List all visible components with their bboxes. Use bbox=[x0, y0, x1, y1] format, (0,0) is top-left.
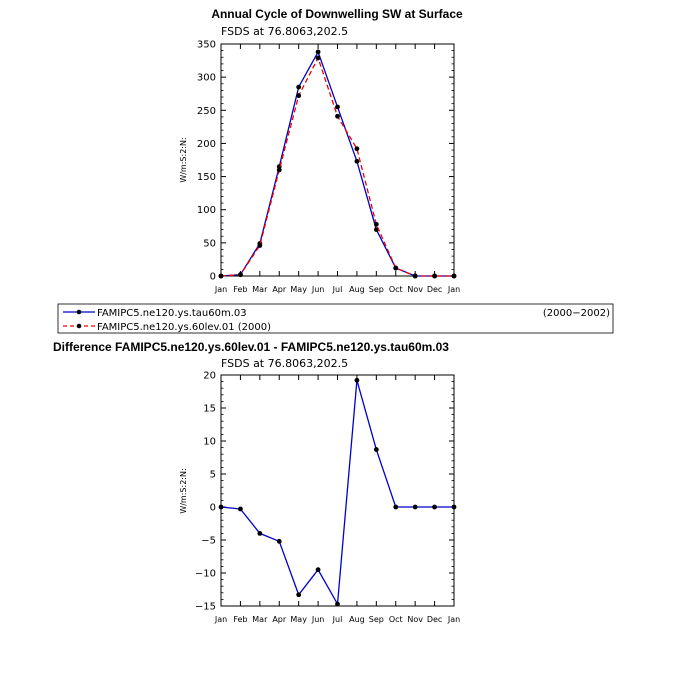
data-point bbox=[412, 273, 418, 279]
chart-title: Annual Cycle of Downwelling SW at Surfac… bbox=[211, 7, 463, 21]
x-tick-label: Jul bbox=[332, 615, 343, 624]
x-tick-label: Jan bbox=[447, 615, 460, 624]
y-axis-label: W/m:S:2:N: bbox=[179, 137, 188, 182]
x-tick-label: Apr bbox=[272, 285, 287, 294]
x-tick-label: Aug bbox=[349, 285, 365, 294]
x-tick-label: Sep bbox=[369, 615, 384, 624]
y-tick-label: 200 bbox=[197, 139, 216, 150]
data-point bbox=[354, 146, 360, 152]
data-point bbox=[373, 221, 379, 227]
x-tick-label: May bbox=[290, 615, 307, 624]
x-tick-label: Aug bbox=[349, 615, 365, 624]
x-tick-label: Feb bbox=[233, 285, 247, 294]
y-tick-label: 150 bbox=[197, 172, 216, 183]
plot-frame bbox=[220, 374, 455, 607]
x-tick-label: Mar bbox=[252, 285, 268, 294]
series-line-0 bbox=[220, 380, 454, 607]
y-tick-label: 15 bbox=[203, 404, 216, 415]
data-point bbox=[257, 243, 263, 248]
x-tick-label: May bbox=[290, 285, 307, 294]
y-tick-label: 350 bbox=[197, 40, 216, 51]
y-tick-label: 10 bbox=[203, 437, 216, 448]
series-group bbox=[218, 49, 457, 279]
data-point bbox=[335, 601, 340, 607]
chart-annual-cycle: Annual Cycle of Downwelling SW at Surfac… bbox=[179, 7, 463, 294]
y-tick-label: 5 bbox=[210, 470, 216, 481]
legend-label-series-b: FAMIPC5.ne120.ys.60lev.01 (2000) bbox=[97, 322, 271, 333]
data-point bbox=[373, 447, 379, 452]
data-point bbox=[296, 84, 302, 90]
x-tick-label: Jan bbox=[214, 615, 227, 624]
y-tick-label: 50 bbox=[203, 238, 216, 249]
data-point bbox=[335, 104, 340, 110]
y-tick-label: 300 bbox=[197, 73, 216, 84]
x-tick-label: Sep bbox=[369, 285, 384, 294]
x-tick-label: Dec bbox=[427, 285, 442, 294]
data-point bbox=[218, 273, 224, 279]
y-tick-label: 100 bbox=[197, 205, 216, 216]
data-point bbox=[451, 273, 457, 279]
axis-ticks: 0 50 100 150 200 250 300 350 Jan Feb Mar Apr May Jun J… bbox=[197, 40, 460, 295]
data-point bbox=[315, 567, 321, 573]
plot-frame bbox=[220, 43, 455, 277]
legend-frame bbox=[57, 303, 614, 334]
x-tick-label: Jul bbox=[332, 285, 343, 294]
data-point bbox=[354, 158, 360, 164]
x-tick-label: Jan bbox=[447, 285, 460, 294]
data-point bbox=[412, 504, 418, 510]
x-tick-label: Jan bbox=[214, 285, 227, 294]
data-point bbox=[218, 504, 224, 510]
data-point bbox=[296, 93, 302, 99]
x-tick-label: Jun bbox=[311, 615, 325, 624]
data-point bbox=[276, 167, 282, 173]
data-point bbox=[315, 49, 321, 55]
y-tick-label: −15 bbox=[195, 602, 216, 613]
data-point bbox=[393, 265, 399, 271]
y-tick-label: 250 bbox=[197, 106, 216, 117]
x-tick-label: Feb bbox=[233, 615, 247, 624]
x-tick-label: Mar bbox=[252, 615, 268, 624]
y-tick-label: −5 bbox=[201, 536, 216, 547]
legend-period: (2000−2002) bbox=[543, 308, 610, 319]
data-point bbox=[354, 377, 360, 383]
data-point bbox=[393, 504, 399, 510]
data-point bbox=[335, 113, 340, 119]
x-tick-label: Nov bbox=[407, 615, 423, 624]
legend-label-series-a: FAMIPC5.ne120.ys.tau60m.03 bbox=[97, 308, 247, 319]
data-point bbox=[238, 272, 243, 278]
x-tick-label: Nov bbox=[407, 285, 423, 294]
x-tick-label: Apr bbox=[272, 615, 287, 624]
x-tick-label: Oct bbox=[389, 615, 403, 624]
legend-marker-series-a bbox=[76, 309, 82, 315]
legend: FAMIPC5.ne120.ys.tau60m.03 (2000−2002) F… bbox=[57, 303, 614, 334]
y-tick-label: −10 bbox=[195, 569, 216, 580]
chart-subtitle: FSDS at 76.8063,202.5 bbox=[221, 25, 348, 38]
chart-difference: Difference FAMIPC5.ne120.ys.60lev.01 - F… bbox=[53, 340, 460, 624]
y-tick-label: 0 bbox=[210, 503, 216, 514]
chart-subtitle: FSDS at 76.8063,202.5 bbox=[221, 357, 348, 370]
legend-marker-series-b bbox=[76, 323, 82, 329]
y-tick-label: 20 bbox=[203, 371, 216, 382]
data-point bbox=[315, 55, 321, 61]
data-point bbox=[276, 538, 282, 544]
data-point bbox=[257, 531, 263, 536]
series-line-1 bbox=[220, 56, 454, 277]
y-tick-label: 0 bbox=[210, 272, 216, 283]
data-point bbox=[451, 504, 457, 510]
x-tick-label: Dec bbox=[427, 615, 442, 624]
data-point bbox=[238, 506, 243, 512]
data-point bbox=[432, 504, 437, 510]
x-tick-label: Jun bbox=[311, 285, 325, 294]
data-point bbox=[296, 592, 302, 598]
y-axis-label: W/m:S:2:N: bbox=[179, 468, 188, 513]
x-tick-label: Oct bbox=[389, 285, 403, 294]
series-group bbox=[218, 377, 457, 607]
chart-title: Difference FAMIPC5.ne120.ys.60lev.01 - F… bbox=[53, 340, 449, 354]
series-line-0 bbox=[220, 50, 454, 277]
data-point bbox=[432, 273, 437, 279]
